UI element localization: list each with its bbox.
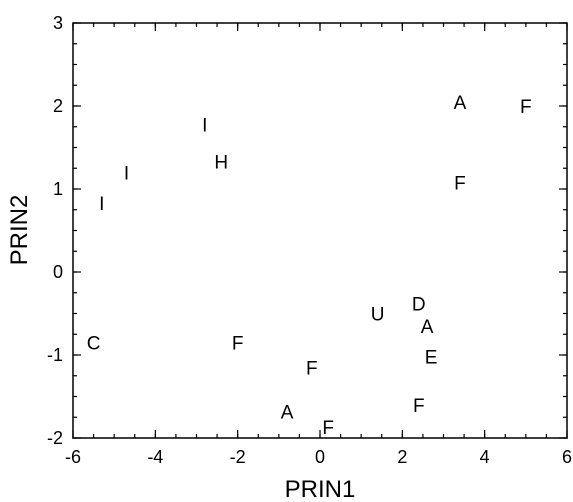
data-point-label: F [322, 418, 334, 439]
data-point-label: D [412, 295, 426, 316]
x-tick-label: -4 [147, 447, 163, 467]
data-point-label: H [214, 153, 228, 174]
y-tick-label: 1 [53, 179, 63, 199]
x-tick-label: 0 [315, 447, 325, 467]
data-point-label: A [281, 402, 294, 423]
y-tick-labels: -2 -1 0 1 2 3 [47, 13, 63, 448]
y-axis-title: PRIN2 [6, 195, 33, 266]
x-tick-label: 4 [480, 447, 490, 467]
y-tick-label: -1 [47, 345, 63, 365]
y-tick-label: 0 [53, 262, 63, 282]
x-tick-labels: -6 -4 -2 0 2 4 6 [65, 447, 572, 467]
data-point-label: F [454, 173, 466, 194]
y-tick-label: -2 [47, 428, 63, 448]
x-axis-title: PRIN1 [285, 476, 356, 502]
data-point-label: E [425, 348, 438, 369]
data-point-label: A [421, 317, 434, 338]
data-point-label: I [99, 194, 104, 215]
data-point-label: F [232, 334, 244, 355]
data-point-label: F [306, 358, 318, 379]
x-tick-label: -2 [230, 447, 246, 467]
x-tick-label: 2 [397, 447, 407, 467]
data-point-label: F [520, 97, 532, 118]
data-point-label: I [202, 115, 207, 136]
data-point-label: U [371, 305, 385, 326]
data-point-label: C [87, 334, 101, 355]
data-point-label: I [124, 163, 129, 184]
plot-frame [72, 22, 568, 439]
y-tick-label: 3 [53, 13, 63, 33]
data-point-label: A [454, 93, 467, 114]
data-point-label: F [413, 396, 425, 417]
x-tick-label: 6 [562, 447, 572, 467]
y-tick-label: 2 [53, 96, 63, 116]
x-tick-label: -6 [65, 447, 81, 467]
axis-ticks [72, 22, 568, 439]
